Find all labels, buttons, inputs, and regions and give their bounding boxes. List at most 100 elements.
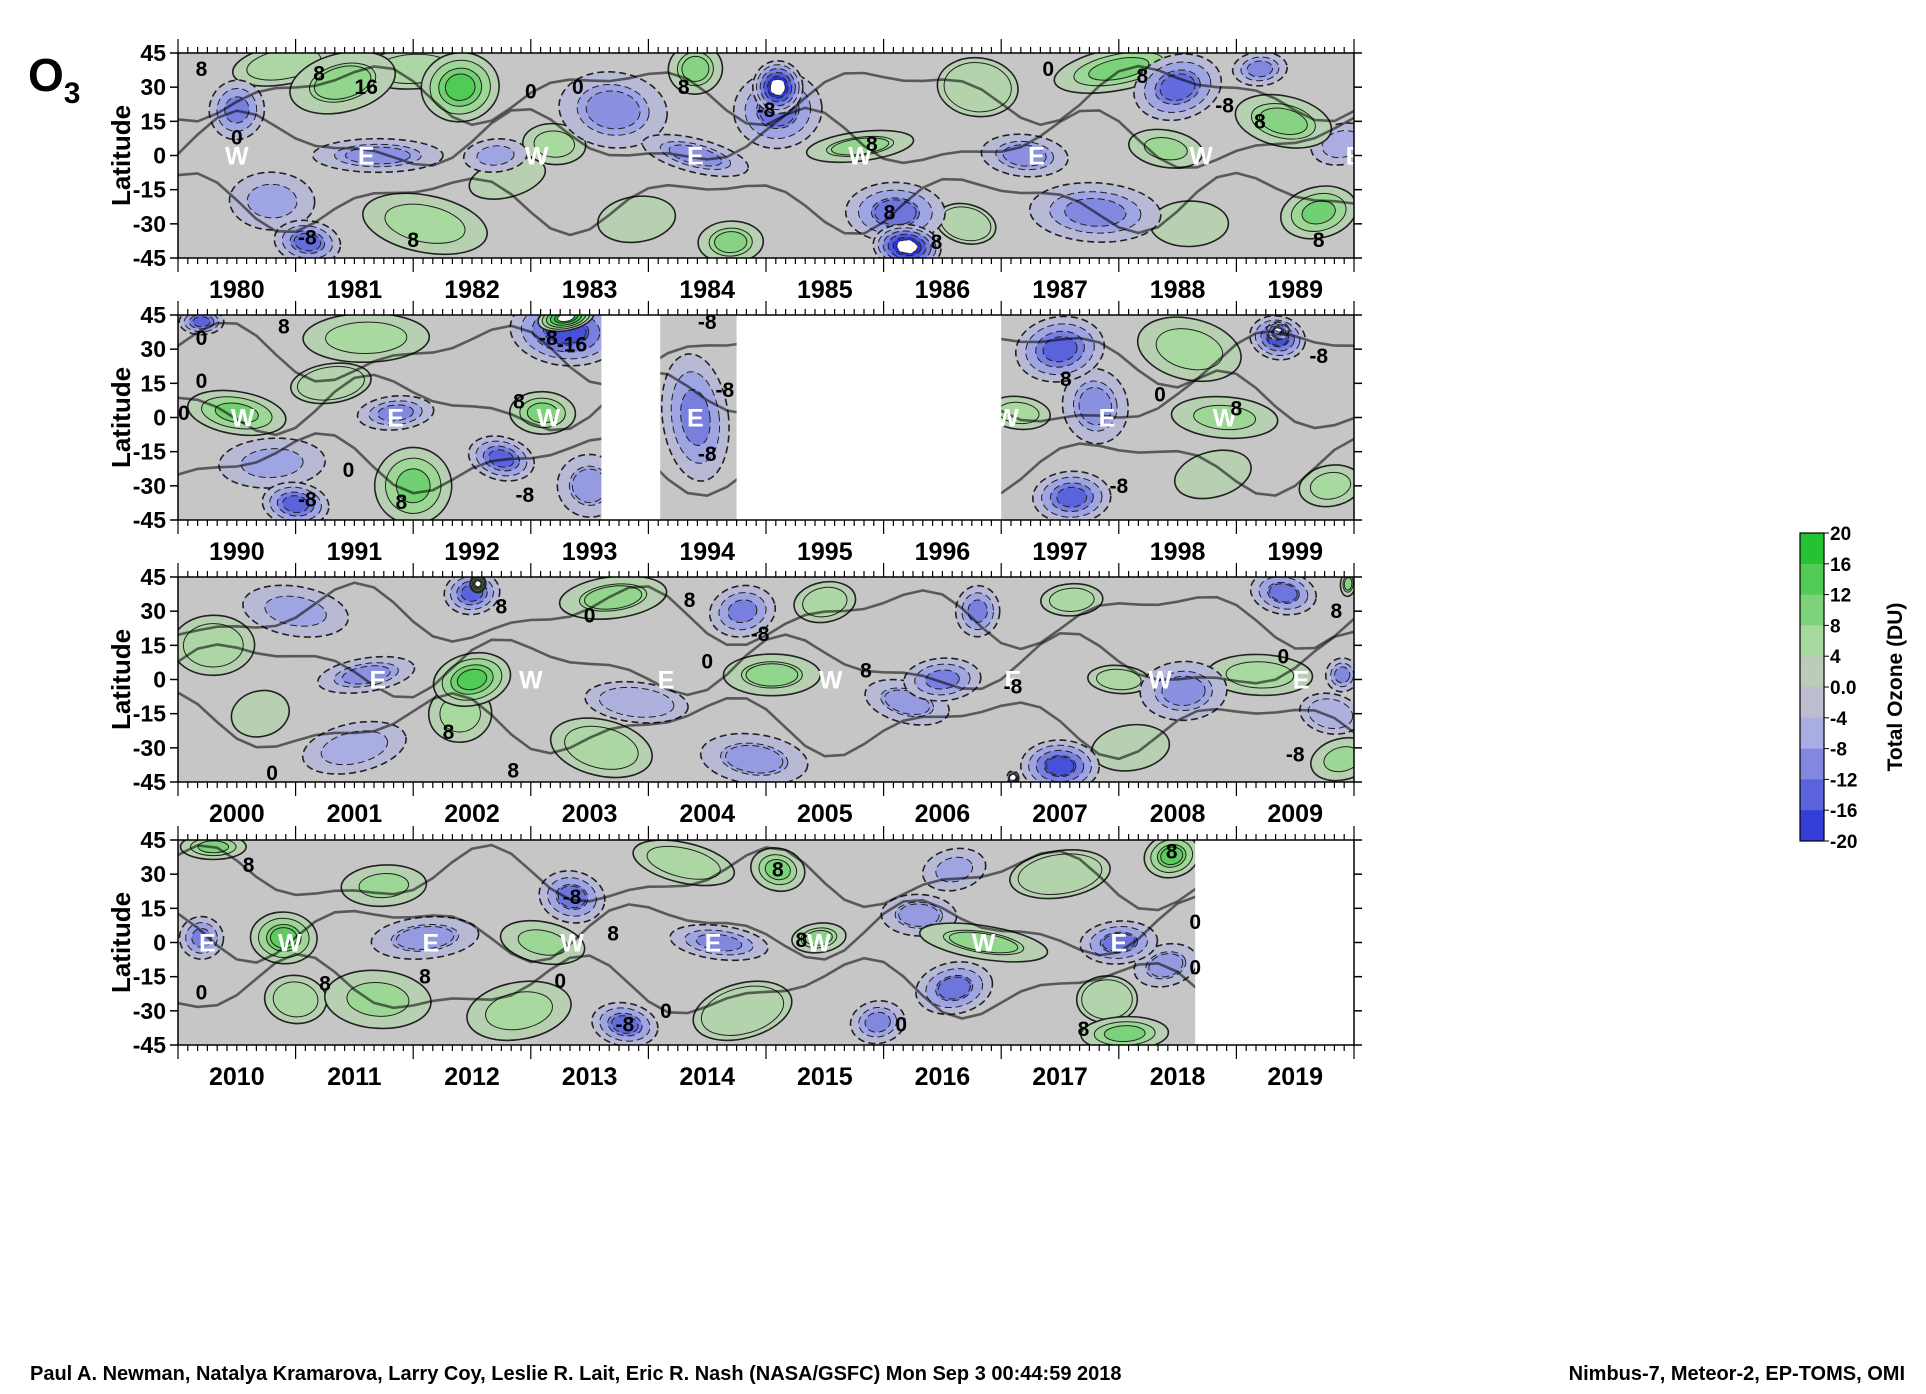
y-tick-label: -45 xyxy=(133,245,166,271)
y-tick-label: 45 xyxy=(140,40,166,66)
contour-label: 0 xyxy=(1154,384,1166,407)
contour-level xyxy=(1269,583,1298,603)
anomaly-feature xyxy=(915,961,994,1016)
qbo-phase-label: W xyxy=(1189,143,1213,171)
zero-contour-line xyxy=(178,171,1354,237)
contour-label: 0 xyxy=(196,982,208,1005)
contour-label: 8 xyxy=(884,201,896,224)
panel-1-field: W E W E W E W E 8 8 16 0 8 -8 8 8 0 8 -8 8 -8 8 8 8 0 0 xyxy=(178,53,1354,258)
contour-label: 8 xyxy=(1166,840,1178,863)
colorbar-tick-label: 0.0 xyxy=(1830,678,1856,699)
x-tick-label: 2006 xyxy=(915,800,971,828)
panel-4: E W E W E W W E 8 8 0 8 -8 0 -8 0 8 8 8 0 8 0 0 8 45 30 15 0 -15 -30 -… xyxy=(106,826,1362,1091)
anomaly-feature xyxy=(921,847,987,892)
contour-level xyxy=(937,976,971,1000)
anomaly-feature xyxy=(228,171,316,231)
anomaly-feature xyxy=(1170,395,1279,440)
contour-level xyxy=(1009,773,1017,781)
x-tick-label: 2019 xyxy=(1267,1063,1323,1091)
anomaly-feature xyxy=(584,680,689,724)
qbo-phase-label: E xyxy=(1293,667,1310,695)
contour-level xyxy=(325,321,408,355)
contour-level xyxy=(896,239,918,254)
anomaly-feature xyxy=(708,584,777,638)
figure-title-main: O xyxy=(28,49,64,101)
y-tick-label: -45 xyxy=(133,769,166,795)
colorbar-tick-label: 4 xyxy=(1830,647,1841,668)
contour-label: 8 xyxy=(196,58,208,81)
x-tick-label: 1994 xyxy=(679,538,735,566)
contour-level xyxy=(1173,449,1252,500)
contour-label: 8 xyxy=(931,231,943,254)
y-tick-label: -30 xyxy=(133,735,166,761)
credit-right: Nimbus-7, Meteor-2, EP-TOMS, OMI xyxy=(1569,1363,1905,1385)
anomaly-feature xyxy=(218,437,327,489)
qbo-phase-label: E xyxy=(387,405,404,433)
contour-label: -8 xyxy=(1109,475,1128,498)
x-tick-label: 2003 xyxy=(562,800,618,828)
contour-label: -8 xyxy=(1004,675,1023,698)
contour-level xyxy=(585,90,641,130)
y-tick-label: 15 xyxy=(140,108,166,134)
panel-3: E W E W E W E 8 0 8 0 -8 8 -8 -8 8 0 8 0 8 45 30 15 0 -15 -30 -45 L… xyxy=(106,563,1362,828)
anomaly-feature xyxy=(1040,582,1104,617)
anomaly-feature xyxy=(751,60,804,115)
y-tick-label: -15 xyxy=(133,439,166,465)
x-tick-label: 1999 xyxy=(1267,538,1323,566)
x-tick-label: 2015 xyxy=(797,1063,853,1091)
x-tick-label: 2005 xyxy=(797,800,853,828)
contour-level xyxy=(1042,336,1078,363)
contour-label: 0 xyxy=(1278,646,1290,669)
x-tick-label: 1989 xyxy=(1267,276,1323,304)
y-tick-label: 0 xyxy=(153,405,166,431)
y-tick-label: 30 xyxy=(140,336,166,362)
y-axis-label: Latitude xyxy=(106,892,136,993)
contour-level xyxy=(214,402,259,424)
colorbar-tick-label: 20 xyxy=(1830,524,1851,545)
contour-level xyxy=(313,65,372,100)
contour-label: 0 xyxy=(266,762,278,785)
contour-label: 0 xyxy=(525,81,537,104)
x-tick-label: 1996 xyxy=(915,538,971,566)
qbo-phase-label: E xyxy=(1028,143,1045,171)
contour-level xyxy=(456,668,488,691)
qbo-phase-label: E xyxy=(658,667,675,695)
anomaly-feature xyxy=(641,133,750,178)
anomaly-feature xyxy=(669,923,769,962)
contour-label: 8 xyxy=(313,63,325,86)
anomaly-feature xyxy=(373,446,453,520)
contour-label: 0 xyxy=(1042,58,1054,81)
zero-contour-line xyxy=(178,64,1354,127)
colorbar-label: Total Ozone (DU) xyxy=(1884,603,1907,772)
anomaly-feature xyxy=(469,577,487,594)
contour-label: -8 xyxy=(751,623,770,646)
contour-label: -8 xyxy=(698,443,717,466)
contour-label: 8 xyxy=(513,391,525,414)
contour-label: 8 xyxy=(1313,229,1325,252)
qbo-phase-label: W xyxy=(537,405,561,433)
contour-level xyxy=(293,232,322,252)
x-tick-label: 2017 xyxy=(1032,1063,1088,1091)
colorbar-tick-label: -16 xyxy=(1830,801,1857,822)
contour-level xyxy=(1045,756,1075,776)
anomaly-feature xyxy=(1032,470,1112,520)
contour-level xyxy=(377,404,414,422)
contour-label: 0 xyxy=(584,605,596,628)
qbo-phase-label: E xyxy=(358,143,375,171)
contour-level xyxy=(272,981,319,1018)
contour-level xyxy=(564,725,639,770)
contour-label: 16 xyxy=(355,76,378,99)
y-tick-label: 30 xyxy=(140,74,166,100)
contour-level xyxy=(1160,846,1184,866)
contour-label: 0 xyxy=(231,126,243,149)
anomaly-feature xyxy=(692,980,793,1042)
anomaly-feature xyxy=(1061,367,1129,445)
x-tick-label: 1980 xyxy=(209,276,265,304)
anomaly-feature xyxy=(261,481,330,520)
x-tick-label: 2000 xyxy=(209,800,265,828)
contour-label: 0 xyxy=(572,76,584,99)
anomaly-feature xyxy=(186,389,287,437)
